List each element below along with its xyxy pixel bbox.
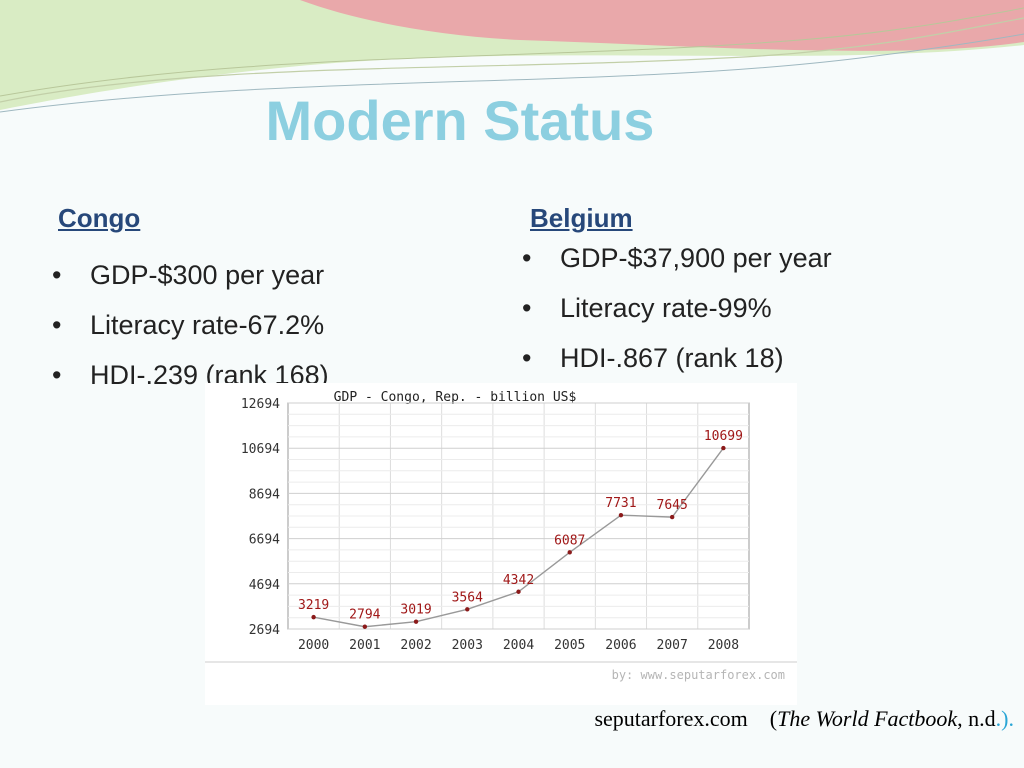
y-axis-ticks: 12694 10694 8694 6694 4694 2694	[241, 397, 280, 638]
congo-heading: Congo	[58, 203, 141, 233]
x-tick-label: 2001	[349, 638, 380, 653]
chart-grid	[287, 402, 750, 630]
data-point	[465, 607, 470, 612]
data-point	[362, 624, 368, 629]
data-point	[516, 589, 521, 594]
data-point	[311, 614, 316, 620]
congo-gdp-item: • GDP-$300 per year	[52, 250, 329, 300]
data-label: 3219	[298, 598, 329, 613]
citation-close: .).	[995, 706, 1014, 731]
x-tick-label: 2005	[554, 638, 585, 653]
bullet-icon: •	[522, 293, 532, 323]
data-point	[413, 619, 419, 624]
belgium-literacy-item: • Literacy rate-99%	[522, 283, 832, 333]
data-label: 6087	[554, 533, 585, 548]
series-points	[311, 445, 726, 629]
citation-open: (	[769, 706, 778, 731]
x-tick-label: 2002	[400, 638, 431, 653]
belgium-hdi-item: • HDI-.867 (rank 18)	[522, 333, 832, 383]
belgium-bullet-list: • GDP-$37,900 per year • Literacy rate-99%…	[522, 233, 832, 383]
y-tick-label: 4694	[249, 578, 280, 593]
citation-book: The World Factbook	[777, 706, 958, 731]
belgium-gdp-item: • GDP-$37,900 per year	[522, 233, 832, 283]
citation-suffix: , n.d	[957, 706, 996, 731]
data-labels: 3219 2794 3019 3564 4342 6087 7731 7645 10699	[298, 429, 743, 623]
gdp-chart: GDP - Congo, Rep. - billion US$ 12694 106…	[205, 383, 797, 705]
data-point	[669, 514, 675, 520]
x-tick-label: 2003	[452, 638, 483, 653]
belgium-hdi-text: HDI-.867 (rank 18)	[560, 343, 784, 373]
source-citation: seputarforex.com (The World Factbook, n.…	[594, 706, 1014, 732]
data-label: 4342	[503, 573, 534, 588]
gdp-chart-svg: GDP - Congo, Rep. - billion US$ 12694 106…	[205, 390, 797, 682]
bullet-icon: •	[522, 243, 532, 273]
congo-literacy-item: • Literacy rate-67.2%	[52, 300, 329, 350]
y-tick-label: 12694	[241, 397, 280, 412]
x-tick-label: 2006	[605, 638, 636, 653]
data-label: 10699	[704, 429, 743, 444]
congo-gdp-text: GDP-$300 per year	[90, 260, 325, 290]
bullet-icon: •	[52, 360, 62, 390]
data-label: 7731	[605, 496, 636, 511]
x-axis-ticks: 2000 2001 2002 2003 2004 2005 2006 2007 2008	[298, 638, 739, 653]
data-point	[618, 512, 624, 518]
source-site: seputarforex.com	[594, 706, 748, 731]
gdp-series-line	[313, 447, 724, 628]
y-tick-label: 6694	[249, 533, 280, 548]
data-point	[567, 550, 572, 555]
x-tick-label: 2004	[503, 638, 534, 653]
x-tick-label: 2008	[708, 638, 739, 653]
data-label: 3564	[452, 590, 483, 605]
congo-bullet-list: • GDP-$300 per year • Literacy rate-67.2% …	[52, 250, 329, 400]
bullet-icon: •	[522, 343, 532, 373]
x-tick-label: 2000	[298, 638, 329, 653]
chart-watermark: by: www.seputarforex.com	[612, 668, 785, 682]
x-tick-label: 2007	[657, 638, 688, 653]
data-label: 2794	[349, 608, 380, 623]
belgium-heading: Belgium	[530, 203, 633, 233]
bullet-icon: •	[52, 260, 62, 290]
chart-title: GDP - Congo, Rep. - billion US$	[334, 390, 577, 405]
header-swoosh-decoration	[0, 0, 1024, 113]
bullet-icon: •	[52, 310, 62, 340]
slide-title: Modern Status	[265, 89, 655, 152]
y-tick-label: 8694	[249, 487, 280, 502]
data-point	[721, 445, 726, 451]
belgium-gdp-text: GDP-$37,900 per year	[560, 243, 832, 273]
series-line	[313, 447, 724, 628]
congo-literacy-text: Literacy rate-67.2%	[90, 310, 325, 340]
belgium-literacy-text: Literacy rate-99%	[560, 293, 772, 323]
data-label: 7645	[657, 498, 688, 513]
data-label: 3019	[400, 603, 431, 618]
y-tick-label: 2694	[249, 623, 280, 638]
y-tick-label: 10694	[241, 442, 280, 457]
